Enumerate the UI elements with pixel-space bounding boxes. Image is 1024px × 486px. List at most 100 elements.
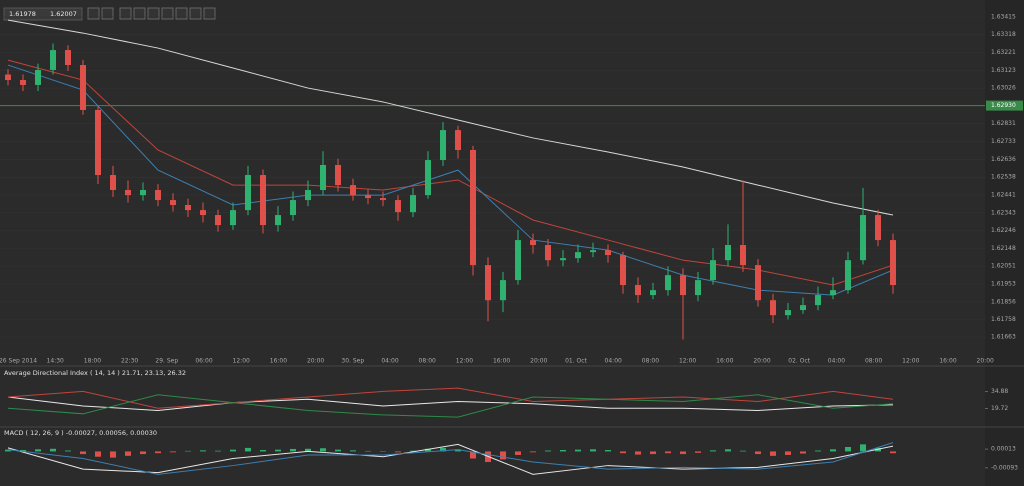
histogram-bar bbox=[320, 448, 326, 452]
x-tick-label: 08:00 bbox=[419, 358, 436, 365]
candle-body bbox=[170, 200, 176, 205]
histogram-bar bbox=[140, 451, 146, 455]
candle-body bbox=[425, 160, 431, 196]
histogram-bar bbox=[710, 450, 716, 452]
y-tick-label: 1.62930 bbox=[991, 102, 1016, 109]
candle-body bbox=[470, 150, 476, 266]
histogram-bar bbox=[5, 449, 11, 452]
histogram-bar bbox=[785, 451, 791, 455]
ask-price: 1.62007 bbox=[50, 10, 77, 18]
y-tick-label: 1.62343 bbox=[991, 209, 1016, 216]
histogram-bar bbox=[635, 451, 641, 455]
candle-body bbox=[440, 130, 446, 161]
histogram-bar bbox=[35, 449, 41, 452]
histogram-bar bbox=[650, 451, 656, 455]
candle-body bbox=[455, 130, 461, 151]
x-tick-label: 30. Sep bbox=[341, 358, 364, 365]
histogram-bar bbox=[230, 449, 236, 452]
x-tick-label: 16:00 bbox=[716, 358, 733, 365]
indicator-line bbox=[7, 443, 894, 475]
histogram-bar bbox=[395, 451, 401, 453]
candle-body bbox=[245, 175, 251, 211]
candle-body bbox=[275, 215, 281, 226]
histogram-bar bbox=[110, 451, 116, 458]
x-tick-label: 08:00 bbox=[642, 358, 659, 365]
y-tick-label: 1.61856 bbox=[991, 298, 1016, 305]
histogram-bar bbox=[365, 450, 371, 452]
histogram-bar bbox=[725, 449, 731, 452]
histogram-bar bbox=[245, 447, 251, 452]
y-tick-label: 19.72 bbox=[991, 405, 1008, 412]
candle-body bbox=[815, 295, 821, 306]
candle-body bbox=[650, 290, 656, 296]
x-tick-label: 12:00 bbox=[902, 358, 919, 365]
histogram-bar bbox=[275, 449, 281, 452]
histogram-bar bbox=[530, 451, 536, 453]
candle-body bbox=[635, 285, 641, 296]
candle-body bbox=[320, 164, 326, 191]
zoom-in-button[interactable] bbox=[87, 7, 100, 20]
y-tick-label: 1.63123 bbox=[991, 67, 1016, 74]
histogram-bar bbox=[500, 451, 506, 460]
candle-body bbox=[770, 300, 776, 316]
histogram-bar bbox=[350, 450, 356, 452]
candle-body bbox=[590, 250, 596, 253]
histogram-bar bbox=[125, 451, 131, 456]
timeframe-button[interactable] bbox=[119, 7, 132, 20]
image-button[interactable] bbox=[175, 7, 188, 20]
candle-body bbox=[50, 50, 56, 70]
histogram-bar bbox=[20, 450, 26, 452]
adx-title: Average Directional Index ( 14, 14 ) 21.… bbox=[4, 369, 186, 377]
indicator-line bbox=[7, 19, 894, 216]
y-tick-label: 1.62148 bbox=[991, 245, 1016, 252]
histogram-bar bbox=[695, 451, 701, 453]
candle-body bbox=[710, 260, 716, 281]
zoom-out-button[interactable] bbox=[101, 7, 114, 20]
x-tick-label: 20:00 bbox=[530, 358, 547, 365]
indicator-button[interactable] bbox=[147, 7, 160, 20]
candle-body bbox=[95, 109, 101, 176]
histogram-bar bbox=[845, 447, 851, 452]
x-tick-label: 26 Sep 2014 bbox=[0, 358, 37, 365]
x-tick-label: 16:00 bbox=[939, 358, 956, 365]
y-tick-label: 1.62733 bbox=[991, 138, 1016, 145]
candle-body bbox=[830, 290, 836, 296]
candle-body bbox=[530, 240, 536, 246]
y-tick-label: 1.62051 bbox=[991, 263, 1016, 270]
candle-body bbox=[875, 215, 881, 241]
macd-title: MACD ( 12, 26, 9 ) -0.00027, 0.00056, 0.… bbox=[4, 429, 157, 437]
y-tick-label: 0.00013 bbox=[991, 446, 1016, 453]
candle-body bbox=[575, 252, 581, 259]
candle-body bbox=[725, 245, 731, 261]
candle-body bbox=[305, 190, 311, 201]
histogram-bar bbox=[830, 449, 836, 452]
candle-body bbox=[185, 204, 191, 211]
draw-button[interactable] bbox=[161, 7, 174, 20]
x-tick-label: 12:00 bbox=[233, 358, 250, 365]
histogram-bar bbox=[605, 450, 611, 452]
candle-body bbox=[845, 260, 851, 291]
candle-body bbox=[80, 65, 86, 110]
histogram-bar bbox=[170, 451, 176, 453]
chart-type-button[interactable] bbox=[133, 7, 146, 20]
candle-body bbox=[860, 215, 866, 261]
x-tick-label: 08:00 bbox=[865, 358, 882, 365]
x-tick-label: 01. Oct bbox=[565, 358, 587, 365]
histogram-bar bbox=[680, 451, 686, 455]
bid-price: 1.61978 bbox=[9, 10, 36, 18]
candle-body bbox=[560, 258, 566, 261]
candle-body bbox=[785, 310, 791, 316]
y-tick-label: 1.61758 bbox=[991, 316, 1016, 323]
histogram-bar bbox=[665, 451, 671, 454]
y-tick-label: 1.63415 bbox=[991, 13, 1016, 20]
x-tick-label: 12:00 bbox=[456, 358, 473, 365]
candle-body bbox=[890, 240, 896, 286]
histogram-bar bbox=[770, 451, 776, 456]
histogram-bar bbox=[410, 450, 416, 452]
y-tick-label: 1.61663 bbox=[991, 334, 1016, 341]
x-tick-label: 04:00 bbox=[828, 358, 845, 365]
settings-button[interactable] bbox=[189, 7, 202, 20]
candle-body bbox=[515, 240, 521, 281]
fullscreen-button[interactable] bbox=[203, 7, 216, 20]
